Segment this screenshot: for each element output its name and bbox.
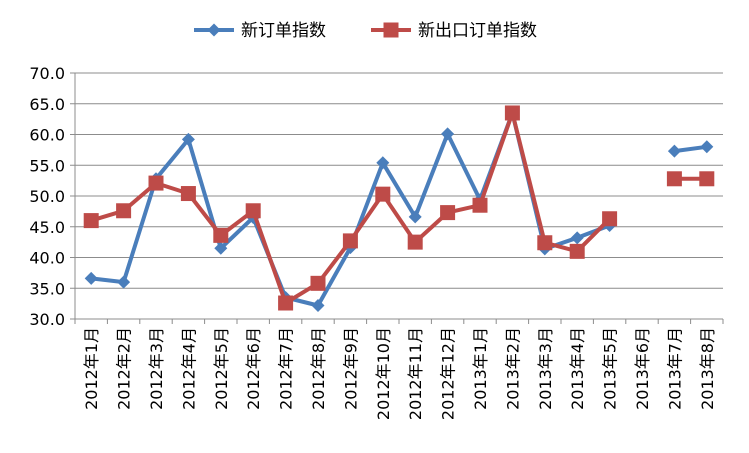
x-tick-label: 2012年5月 xyxy=(212,327,231,410)
axes xyxy=(70,72,724,324)
x-tick-label: 2012年11月 xyxy=(406,327,425,420)
data-point xyxy=(116,203,132,219)
y-tick-label: 35.0 xyxy=(29,279,65,298)
data-point xyxy=(602,211,618,227)
data-point xyxy=(245,203,261,219)
x-tick-label: 2013年5月 xyxy=(601,327,620,410)
data-point xyxy=(408,210,422,224)
series-1 xyxy=(84,106,714,312)
data-point xyxy=(375,186,391,202)
gridlines xyxy=(75,72,723,320)
legend-item: 新出口订单指数 xyxy=(371,21,537,41)
x-tick-label: 2012年7月 xyxy=(277,327,296,410)
data-point xyxy=(699,171,715,187)
data-point xyxy=(504,105,520,121)
data-point xyxy=(570,231,584,245)
y-tick-label: 65.0 xyxy=(29,95,65,114)
data-point xyxy=(310,275,326,291)
data-point xyxy=(537,235,553,251)
data-point xyxy=(180,186,196,202)
x-tick-label: 2012年1月 xyxy=(82,327,101,410)
x-tick-label: 2012年6月 xyxy=(244,327,263,410)
legend-item: 新订单指数 xyxy=(194,21,326,41)
data-point xyxy=(441,127,455,141)
x-tick-label: 2012年2月 xyxy=(115,327,134,410)
series-line xyxy=(90,111,708,308)
x-tick-label: 2012年3月 xyxy=(147,327,166,410)
legend: 新订单指数 新出口订单指数 xyxy=(194,21,537,41)
y-tick-label: 50.0 xyxy=(29,187,65,206)
legend-label: 新订单指数 xyxy=(241,21,326,41)
x-tick-labels: 2012年1月 2012年2月 2012年3月 2012年4月 2012年5月 2012年… xyxy=(82,327,717,420)
data-point xyxy=(117,275,131,289)
x-tick-label: 2012年10月 xyxy=(374,327,393,420)
y-tick-label: 45.0 xyxy=(29,218,65,237)
y-tick-label: 55.0 xyxy=(29,156,65,175)
x-tick-label: 2013年2月 xyxy=(503,327,522,410)
x-tick-label: 2012年8月 xyxy=(309,327,328,410)
x-tick-label: 2013年3月 xyxy=(536,327,555,410)
y-tick-label: 70.0 xyxy=(29,64,65,83)
x-tick-label: 2013年6月 xyxy=(633,327,652,410)
data-point xyxy=(214,241,228,255)
data-point xyxy=(213,227,229,243)
data-point xyxy=(181,132,195,146)
data-point xyxy=(83,213,99,229)
legend-label: 新出口订单指数 xyxy=(418,21,537,41)
data-point xyxy=(667,144,681,158)
y-tick-label: 60.0 xyxy=(29,126,65,145)
y-tick-label: 30.0 xyxy=(29,310,65,329)
x-tick-label: 2012年12月 xyxy=(439,327,458,420)
y-tick-labels: 30.0 35.0 40.0 45.0 50.0 55.0 60.0 65.0 70.0 xyxy=(29,64,65,329)
x-tick-label: 2013年7月 xyxy=(665,327,684,410)
series-layer xyxy=(83,105,715,312)
data-point xyxy=(700,140,714,154)
series-line xyxy=(90,111,707,305)
x-tick-label: 2012年4月 xyxy=(179,327,198,410)
series-2 xyxy=(83,105,715,311)
data-point xyxy=(472,197,488,213)
data-point xyxy=(407,234,423,250)
data-point xyxy=(342,233,358,249)
data-point xyxy=(376,156,390,170)
data-point xyxy=(311,298,325,312)
data-point xyxy=(666,171,682,187)
x-tick-label: 2013年1月 xyxy=(471,327,490,410)
legend-marker xyxy=(383,22,399,38)
data-point xyxy=(278,295,294,311)
data-point xyxy=(440,205,456,221)
x-tick-label: 2013年4月 xyxy=(568,327,587,410)
data-point xyxy=(569,243,585,259)
x-tick-label: 2013年8月 xyxy=(698,327,717,410)
data-point xyxy=(84,271,98,285)
y-tick-label: 40.0 xyxy=(29,249,65,268)
x-tick-label: 2012年9月 xyxy=(341,327,360,410)
legend-marker xyxy=(207,23,221,37)
data-point xyxy=(148,175,164,191)
